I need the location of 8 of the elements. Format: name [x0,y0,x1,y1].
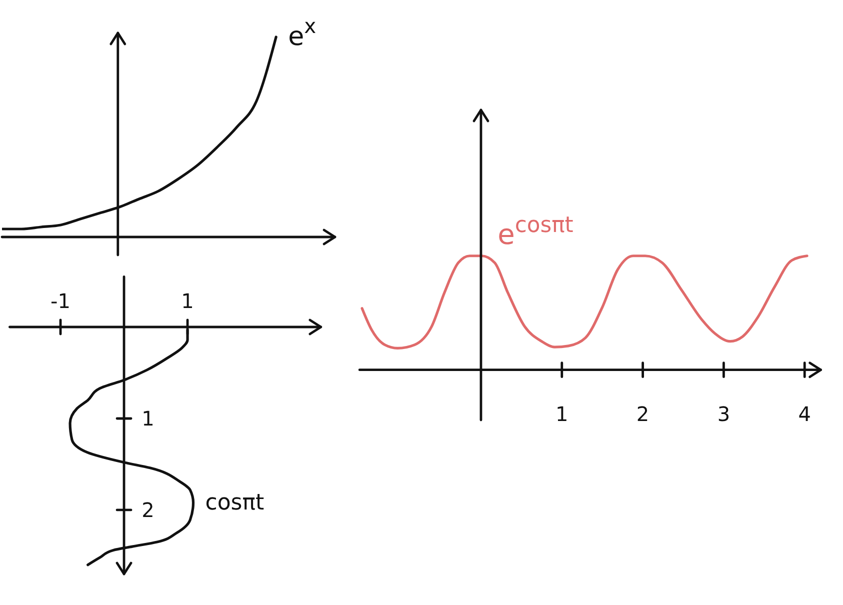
x-tick-label: 4 [798,402,811,426]
series-label: e$^{cosπt}$ [498,212,574,251]
series-label: cosπt [205,490,265,516]
x-tick-label: -1 [50,289,70,314]
x-tick-label: 1 [556,402,568,426]
series-label: e$^{x}$ [288,14,316,52]
x-tick-label: 3 [717,402,730,426]
x-tick-label: 2 [636,402,650,426]
